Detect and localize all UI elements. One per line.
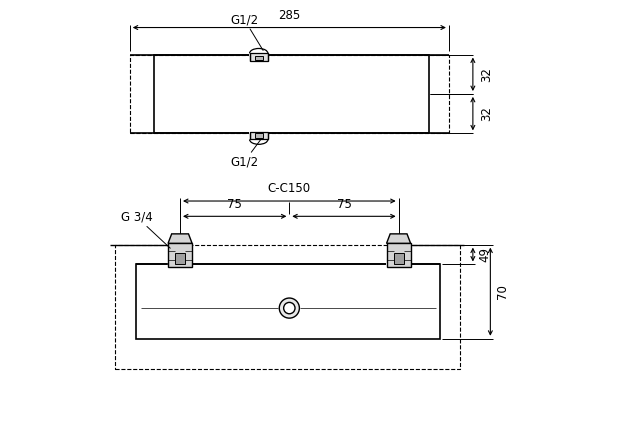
Bar <box>387 243 410 267</box>
Bar <box>248 53 269 56</box>
Bar <box>168 243 192 267</box>
Bar <box>137 264 440 339</box>
Bar <box>250 132 268 139</box>
Text: 75: 75 <box>337 198 352 211</box>
Bar <box>167 263 193 266</box>
Text: G1/2: G1/2 <box>231 136 263 168</box>
Bar <box>154 55 429 133</box>
Bar <box>255 133 263 138</box>
Bar <box>130 55 449 133</box>
Bar <box>250 53 268 61</box>
Text: 285: 285 <box>278 9 300 22</box>
Bar <box>175 253 185 264</box>
Text: 49: 49 <box>478 247 491 262</box>
Text: 32: 32 <box>480 67 493 82</box>
Text: C-C150: C-C150 <box>268 182 311 195</box>
Text: 32: 32 <box>480 106 493 121</box>
Bar <box>255 55 263 60</box>
Bar <box>386 263 412 266</box>
Bar <box>394 253 404 264</box>
Text: 70: 70 <box>496 284 509 299</box>
Polygon shape <box>387 234 410 243</box>
Circle shape <box>284 302 295 314</box>
Bar <box>248 132 269 135</box>
Text: G 3/4: G 3/4 <box>121 211 170 248</box>
Polygon shape <box>168 234 192 243</box>
Text: G1/2: G1/2 <box>231 13 263 50</box>
Bar <box>114 245 460 369</box>
Circle shape <box>279 298 299 318</box>
Text: 75: 75 <box>227 198 242 211</box>
